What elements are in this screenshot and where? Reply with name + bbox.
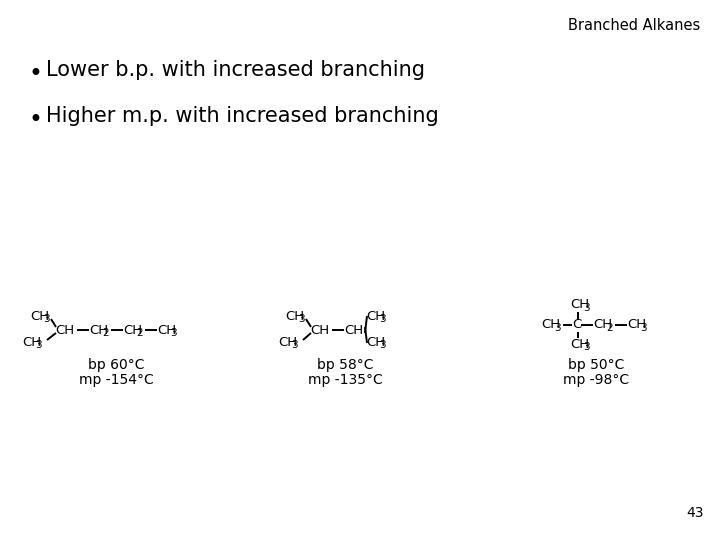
Text: CH: CH [366,335,385,348]
Text: CH: CH [593,319,612,332]
Text: mp -154°C: mp -154°C [78,373,153,387]
Text: 3: 3 [583,342,590,352]
Text: CH: CH [570,338,589,350]
Text: 3: 3 [291,340,297,350]
Text: CH: CH [570,299,589,312]
Text: bp 58°C: bp 58°C [318,358,374,372]
Text: CH: CH [22,335,41,348]
Text: •: • [28,62,42,86]
Text: 3: 3 [170,328,176,338]
Text: 3: 3 [640,323,647,333]
Text: CH: CH [55,323,74,336]
Text: CH: CH [157,323,176,336]
Text: mp -98°C: mp -98°C [564,373,629,387]
Text: 2: 2 [136,328,143,338]
Text: 3: 3 [298,314,305,324]
Text: C: C [572,319,581,332]
Text: CH: CH [278,335,297,348]
Text: CH: CH [541,319,560,332]
Text: CH: CH [123,323,142,336]
Text: mp -135°C: mp -135°C [308,373,383,387]
Text: 3: 3 [554,323,561,333]
Text: 3: 3 [379,340,386,350]
Text: 3: 3 [35,340,42,350]
Text: Lower b.p. with increased branching: Lower b.p. with increased branching [46,60,425,80]
Text: 43: 43 [686,506,704,520]
Text: CH: CH [285,309,304,322]
Text: 2: 2 [606,323,613,333]
Text: CH: CH [366,309,385,322]
Text: CH: CH [310,323,329,336]
Text: CH: CH [344,323,363,336]
Text: bp 60°C: bp 60°C [88,358,144,372]
Text: 3: 3 [583,303,590,313]
Text: CH: CH [89,323,108,336]
Text: Branched Alkanes: Branched Alkanes [568,18,700,33]
Text: bp 50°C: bp 50°C [568,358,625,372]
Text: •: • [28,108,42,132]
Text: 3: 3 [43,314,50,324]
Text: CH: CH [627,319,646,332]
Text: CH: CH [30,309,49,322]
Text: 2: 2 [102,328,109,338]
Text: Higher m.p. with increased branching: Higher m.p. with increased branching [46,106,438,126]
Text: 3: 3 [379,314,386,324]
